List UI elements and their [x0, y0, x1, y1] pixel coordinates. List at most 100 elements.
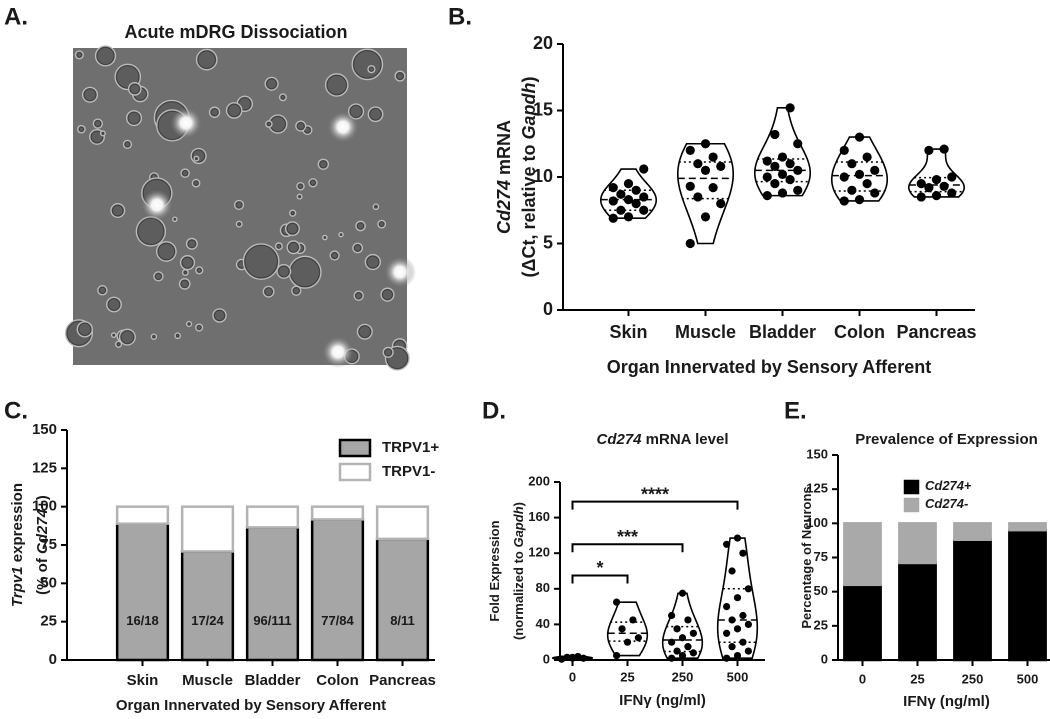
data-point: [931, 191, 942, 201]
cell: [225, 102, 243, 119]
cell: [118, 328, 136, 346]
bar-segment: [245, 526, 300, 662]
violin: [907, 148, 966, 198]
data-point: [762, 172, 772, 182]
data-point: [733, 625, 742, 633]
data-point: [739, 611, 747, 620]
y-tick-label: 150: [32, 421, 57, 438]
cell-edge: [112, 204, 124, 217]
bar-segment: [375, 537, 430, 662]
data-point: [693, 192, 703, 202]
x-tick-label: Muscle: [182, 672, 233, 689]
x-tick-label: 250: [962, 671, 984, 686]
cell: [81, 86, 99, 103]
data-point: [668, 638, 676, 646]
bright-cell: [322, 336, 354, 368]
y-tick-label: 10: [533, 166, 553, 186]
cell-edge: [181, 256, 194, 269]
y-tick-label: 100: [806, 515, 828, 530]
data-point: [623, 638, 632, 646]
bright-cell: [384, 256, 416, 288]
cell-edge: [353, 244, 362, 252]
data-point: [939, 144, 949, 154]
cell-edge: [78, 126, 84, 132]
cell: [126, 110, 143, 127]
y-axis-label: Percentage of Neurons: [799, 486, 814, 628]
data-point: [916, 179, 926, 189]
y-tick-label: 75: [40, 536, 57, 553]
data-point: [744, 585, 752, 593]
y-tick-label: 0: [543, 299, 553, 319]
cell-edge: [292, 287, 300, 295]
y-tick-label: 75: [814, 549, 828, 564]
cell-edge: [101, 132, 105, 135]
cell: [110, 332, 117, 338]
legend-swatch: [903, 497, 920, 513]
cell: [242, 243, 280, 280]
y-tick-label: 125: [806, 481, 828, 496]
bright-cell: [170, 107, 202, 139]
cell-edge: [323, 236, 326, 239]
data-point: [916, 192, 926, 202]
y-tick-label: 125: [32, 459, 57, 476]
bar-segment: [953, 538, 992, 662]
data-point: [623, 212, 634, 222]
cell: [179, 255, 196, 271]
panel-label: D.: [482, 397, 506, 424]
cell: [135, 216, 167, 247]
bar-label: 16/18: [126, 613, 159, 628]
data-point: [939, 181, 949, 191]
panel-label: A.: [4, 3, 28, 30]
cell-edge: [227, 103, 241, 118]
cell-edge: [210, 108, 219, 117]
cell-edge: [288, 242, 299, 253]
data-point: [839, 172, 849, 182]
data-point: [723, 654, 731, 662]
data-point: [616, 189, 626, 199]
cell: [296, 193, 303, 200]
cell-edge: [331, 252, 338, 259]
cell-edge: [355, 292, 363, 300]
cell-edge: [127, 111, 141, 125]
cell-edge: [280, 95, 286, 100]
significance-bracket: [571, 574, 629, 584]
legend-label: TRPV1-: [382, 463, 435, 480]
y-tick-label: 0: [543, 651, 550, 666]
legend-swatch: [338, 462, 372, 482]
data-point: [574, 652, 582, 661]
data-point: [733, 534, 742, 542]
cell-edge: [296, 122, 305, 130]
data-point: [785, 175, 795, 185]
cell: [172, 216, 178, 223]
cell-edge: [155, 272, 162, 280]
cell-edge: [187, 322, 191, 326]
cell-edge: [286, 222, 299, 235]
x-tick-label: 500: [1017, 671, 1039, 686]
y-tick-label: 80: [536, 580, 550, 595]
cell-edge: [382, 289, 393, 300]
cell: [265, 120, 273, 128]
data-point: [631, 199, 641, 209]
cell: [181, 269, 189, 276]
chart-title: Cd274 mRNA level: [596, 431, 728, 448]
cell-edge: [384, 348, 392, 357]
cell-edge: [176, 334, 180, 338]
bar-label: 77/84: [321, 613, 354, 628]
cell: [195, 266, 204, 275]
cell-edge: [107, 298, 121, 311]
data-point: [862, 179, 872, 189]
data-point: [762, 191, 772, 201]
data-point: [668, 611, 676, 620]
y-tick-label: 0: [49, 651, 57, 668]
data-point: [777, 152, 788, 162]
data-point: [770, 179, 780, 189]
cell-edge: [349, 105, 363, 118]
bar-segment: [843, 583, 882, 662]
x-tick-label: 250: [672, 669, 694, 684]
data-point: [708, 183, 718, 193]
cell-edge: [297, 183, 303, 189]
data-point: [924, 145, 934, 155]
cell-edge: [83, 88, 97, 102]
data-point: [854, 132, 865, 142]
cell-edge: [195, 157, 198, 160]
